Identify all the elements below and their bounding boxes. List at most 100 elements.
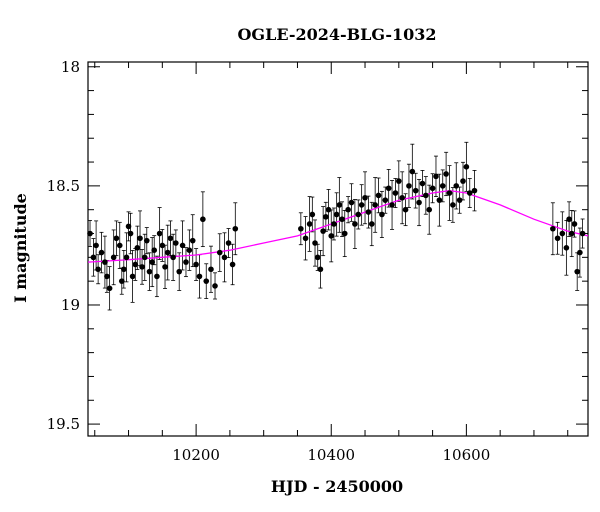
data-point [396,178,402,184]
data-point [212,283,218,289]
data-point [137,235,143,242]
x-tick-label: 10200 [172,446,220,464]
data-point [134,245,141,251]
data-point [121,266,127,273]
data-point [416,199,422,206]
data-point [164,249,171,256]
data-point [162,264,168,270]
data-point [309,211,316,218]
data-point [139,264,145,270]
data-point [463,164,470,170]
data-point [412,187,419,194]
plot-frame [87,61,589,437]
model-curve-layer [87,189,589,263]
data-point [399,194,405,201]
data-point [372,202,378,208]
y-tick-label: 19.5 [47,415,80,433]
data-point [317,266,324,273]
data-point [203,278,210,284]
data-point [232,225,239,232]
data-point [577,249,583,256]
data-point [149,259,155,265]
data-point [566,216,572,223]
data-point [433,173,439,180]
data-point [221,254,228,261]
data-point [436,197,443,203]
y-axis-label: I magnitude [11,193,30,303]
data-point [127,230,134,237]
data-point [456,197,463,203]
data-point [193,261,199,268]
data-point [125,223,132,230]
data-point [173,240,179,246]
data-point [116,242,123,249]
data-point [419,180,426,187]
data-point [141,254,148,261]
data-point [331,221,337,227]
data-point [453,183,460,189]
data-point [571,221,578,227]
data-point [392,190,399,196]
data-point [389,202,395,208]
data-point [443,171,449,177]
data-point [429,185,436,192]
data-point [450,202,456,208]
data-point [348,199,355,206]
data-point [167,235,174,242]
data-point [151,247,158,253]
model-curve [87,189,589,263]
data-point [328,233,335,239]
data-point [200,216,206,223]
data-point [439,183,446,189]
data-point [123,254,130,261]
x-tick-label: 10400 [307,446,355,464]
data-point [189,237,196,244]
data-point [229,261,236,268]
data-point [409,168,416,175]
data-point [118,278,125,284]
data-point [320,228,326,234]
data-point [314,254,321,261]
data-point [466,190,473,196]
data-point [110,254,117,261]
data-point [423,192,429,199]
y-tick-label: 18.5 [47,177,80,195]
data-point [460,178,466,184]
data-point [559,230,566,237]
data-point [352,221,358,227]
data-point [379,211,385,218]
data-point [355,211,362,218]
y-tick-label: 19 [61,296,80,314]
data-point [345,206,351,213]
data-point [179,242,186,249]
y-tick-label: 18 [61,58,80,76]
data-point [154,273,160,280]
data-point [568,230,575,237]
data-point [104,273,110,280]
data-point [102,259,108,265]
data-point [143,237,150,244]
data-point [302,235,309,242]
data-point [341,230,348,237]
data-point [312,240,318,246]
data-point [550,225,556,232]
data-point [306,221,313,227]
data-point [554,235,561,242]
data-point [298,225,304,232]
chart-title: OGLE-2024-BLG-1032 [237,25,436,44]
data-point [385,185,392,192]
data-point [333,211,340,218]
data-point [446,190,453,196]
tick-labels: 10200 10400 10600 18 18.5 19 19.5 [47,58,491,464]
data-point [426,206,433,213]
data-point [365,209,372,215]
data-point [336,202,343,208]
data-point [129,273,136,280]
data-point [375,192,382,199]
data-point [563,245,570,251]
data-point [358,202,365,208]
plot-area-border [87,61,589,437]
data-point [176,268,183,275]
data-point [406,183,412,189]
data-point [170,254,176,261]
